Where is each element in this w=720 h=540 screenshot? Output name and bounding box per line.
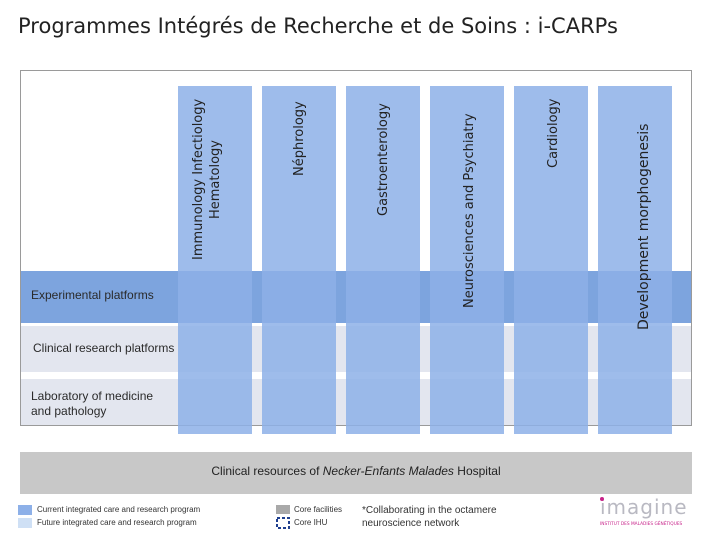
legend-current: Current integrated care and research pro…	[37, 505, 201, 514]
clinical-resources-prefix: Clinical resources of	[211, 464, 323, 478]
clinical-resources-suffix: Hospital	[453, 464, 501, 478]
legend-note-line2: neuroscience network	[362, 518, 460, 529]
clinical-resources-text: Clinical resources of Necker-Enfants Mal…	[20, 464, 692, 478]
column-nephrology	[262, 86, 336, 434]
column-label-cardiology: Cardiology	[546, 98, 561, 169]
clinical-resources-band: Clinical resources of Necker-Enfants Mal…	[20, 452, 692, 494]
svg-text:INSTITUT DES MALADIES GÉNÉTIQU: INSTITUT DES MALADIES GÉNÉTIQUES	[600, 519, 683, 527]
column-gastroenterology	[346, 86, 420, 434]
column-label-immunology-line2: Hematology	[208, 140, 223, 219]
column-neurosciences	[430, 86, 504, 434]
legend-swatch-core-facilities	[276, 505, 290, 514]
legend-swatch-current	[18, 505, 32, 515]
page-title: Programmes Intégrés de Recherche et de S…	[18, 14, 618, 38]
column-label-development: Development morphogenesis	[636, 123, 652, 330]
column-immunology	[178, 86, 252, 434]
clinical-resources-hospital: Necker-Enfants Malades	[322, 464, 454, 478]
legend-swatch-future	[18, 518, 32, 528]
svg-text:imagine: imagine	[600, 495, 688, 519]
legend-future: Future integrated care and research prog…	[37, 518, 197, 527]
imagine-logo: imagine INSTITUT DES MALADIES GÉNÉTIQUES	[596, 494, 696, 534]
imagine-logo-mark: imagine INSTITUT DES MALADIES GÉNÉTIQUES	[600, 495, 688, 527]
column-label-immunology: Immunology Infectiology Hematology	[190, 82, 224, 277]
column-label-immunology-line1: Immunology Infectiology	[191, 98, 206, 261]
legend-swatch-core-ihu	[276, 517, 290, 529]
legend-note-line1: *Collaborating in the octamere	[362, 505, 497, 516]
row-label-experimental: Experimental platforms	[31, 288, 154, 302]
column-label-gastroenterology: Gastroenterology	[376, 103, 391, 216]
row-label-laboratory: Laboratory of medicine and pathology	[31, 389, 154, 418]
column-label-neurosciences: Neurosciences and Psychiatry	[462, 113, 477, 308]
legend-core-facilities: Core facilities	[294, 505, 343, 514]
column-label-nephrology: Néphrology	[292, 101, 307, 176]
column-development	[598, 86, 672, 434]
row-label-clinical-research: Clinical research platforms	[33, 341, 175, 355]
column-cardiology	[514, 86, 588, 434]
legend-core-ihu: Core IHU	[294, 518, 328, 527]
